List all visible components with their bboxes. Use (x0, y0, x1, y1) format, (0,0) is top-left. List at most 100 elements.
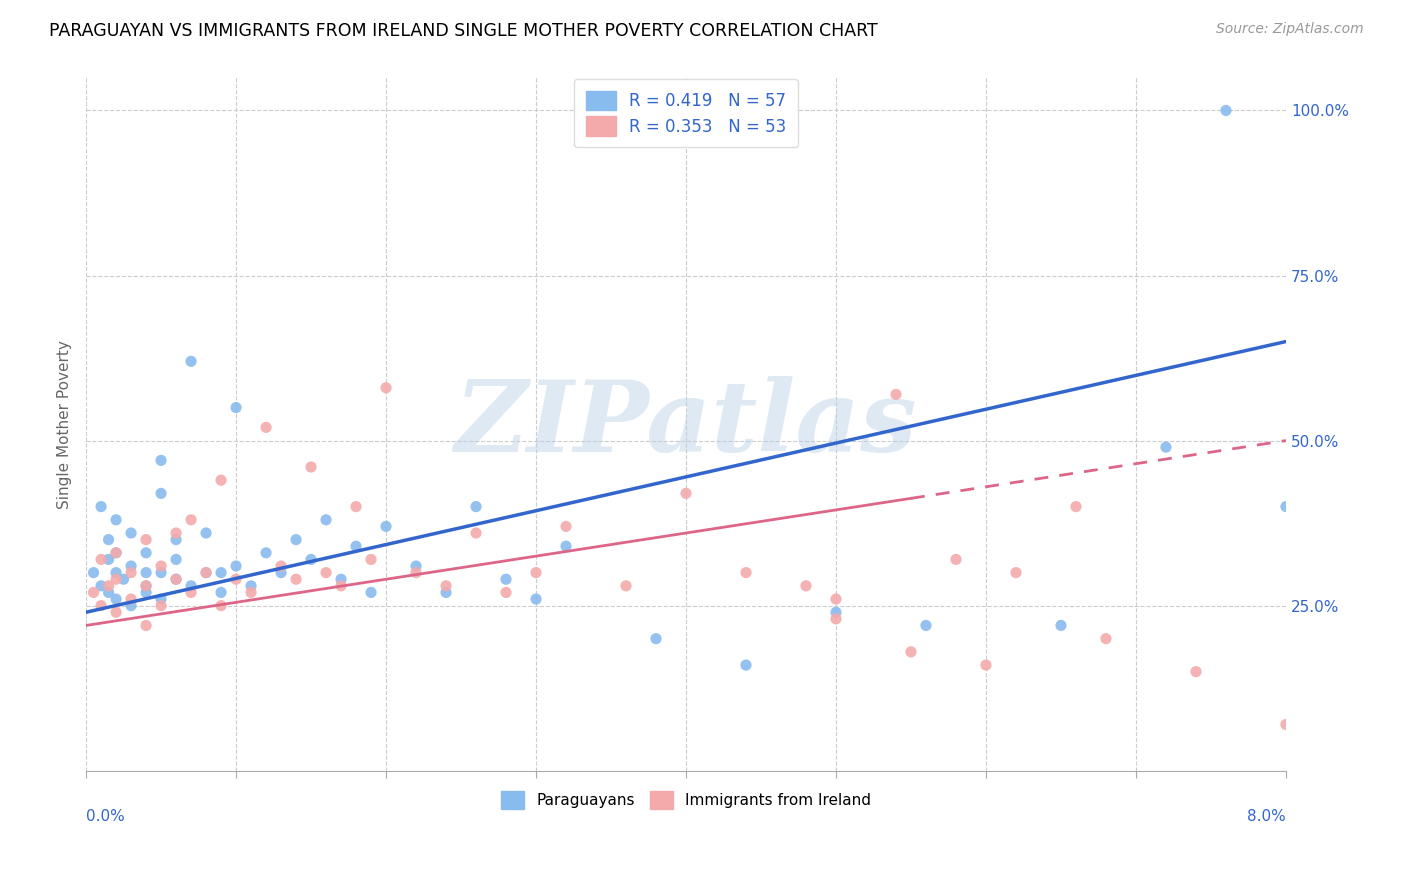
Point (180, 354, 202, 368)
Point (614, 579, 637, 593)
Point (120, 592, 142, 607)
Point (105, 546, 128, 560)
Point (97, 552, 120, 566)
Point (165, 533, 187, 547)
Point (165, 552, 187, 566)
Point (195, 566, 218, 580)
Point (1275, 717, 1298, 731)
Point (90, 500, 112, 514)
Point (150, 599, 173, 613)
Point (360, 585, 382, 599)
Point (1095, 632, 1118, 646)
Text: PARAGUAYAN VS IMMIGRANTS FROM IRELAND SINGLE MOTHER POVERTY CORRELATION CHART: PARAGUAYAN VS IMMIGRANTS FROM IRELAND SI… (49, 22, 877, 40)
Point (165, 572, 187, 586)
Point (945, 552, 967, 566)
Point (180, 579, 202, 593)
Point (135, 579, 157, 593)
Point (1215, 103, 1237, 118)
Point (120, 566, 142, 580)
Point (900, 645, 922, 659)
Point (825, 612, 848, 626)
Legend: Paraguayans, Immigrants from Ireland: Paraguayans, Immigrants from Ireland (495, 785, 877, 815)
Point (209, 585, 232, 599)
Text: Source: ZipAtlas.com: Source: ZipAtlas.com (1216, 22, 1364, 37)
Point (120, 559, 142, 574)
Point (825, 605, 848, 619)
Point (675, 486, 697, 500)
Point (165, 526, 187, 541)
Point (150, 566, 173, 580)
Point (344, 500, 367, 514)
Point (285, 533, 308, 547)
Point (105, 572, 128, 586)
Point (105, 566, 128, 580)
Point (1185, 665, 1208, 679)
Point (83, 585, 105, 599)
Point (794, 579, 817, 593)
Point (209, 473, 232, 487)
Point (135, 533, 157, 547)
Point (555, 539, 578, 553)
Point (915, 618, 938, 632)
Point (555, 519, 578, 533)
Point (135, 585, 157, 599)
Point (150, 486, 173, 500)
Point (150, 453, 173, 467)
Point (225, 559, 247, 574)
Point (209, 566, 232, 580)
Point (974, 658, 997, 673)
Point (375, 381, 398, 395)
Point (1005, 566, 1028, 580)
Point (315, 566, 337, 580)
Point (195, 566, 218, 580)
Point (254, 420, 277, 434)
Point (524, 566, 547, 580)
Point (225, 401, 247, 415)
Point (1154, 440, 1177, 454)
Point (405, 559, 427, 574)
Point (83, 566, 105, 580)
Point (97, 533, 120, 547)
Point (344, 539, 367, 553)
Point (645, 632, 668, 646)
Point (209, 599, 232, 613)
Text: ZIPatlas: ZIPatlas (454, 376, 917, 473)
Point (434, 579, 457, 593)
Point (90, 552, 112, 566)
Point (465, 526, 488, 541)
Text: 8.0%: 8.0% (1247, 809, 1286, 824)
Point (330, 572, 353, 586)
Point (299, 552, 322, 566)
Point (90, 599, 112, 613)
Point (270, 559, 292, 574)
Point (735, 658, 758, 673)
Point (285, 572, 308, 586)
Point (180, 585, 202, 599)
Point (465, 500, 488, 514)
Point (150, 592, 173, 607)
Point (884, 387, 907, 401)
Point (120, 526, 142, 541)
Point (195, 526, 218, 541)
Point (825, 592, 848, 607)
Point (135, 579, 157, 593)
Point (105, 546, 128, 560)
Point (105, 592, 128, 607)
Point (120, 599, 142, 613)
Point (330, 579, 353, 593)
Point (135, 566, 157, 580)
Point (405, 566, 427, 580)
Point (150, 559, 173, 574)
Point (299, 460, 322, 475)
Text: 0.0%: 0.0% (86, 809, 125, 824)
Point (105, 605, 128, 619)
Point (524, 592, 547, 607)
Y-axis label: Single Mother Poverty: Single Mother Poverty (58, 340, 72, 508)
Point (180, 513, 202, 527)
Point (225, 572, 247, 586)
Point (97, 585, 120, 599)
Point (1050, 618, 1073, 632)
Point (434, 585, 457, 599)
Point (135, 618, 157, 632)
Point (240, 585, 263, 599)
